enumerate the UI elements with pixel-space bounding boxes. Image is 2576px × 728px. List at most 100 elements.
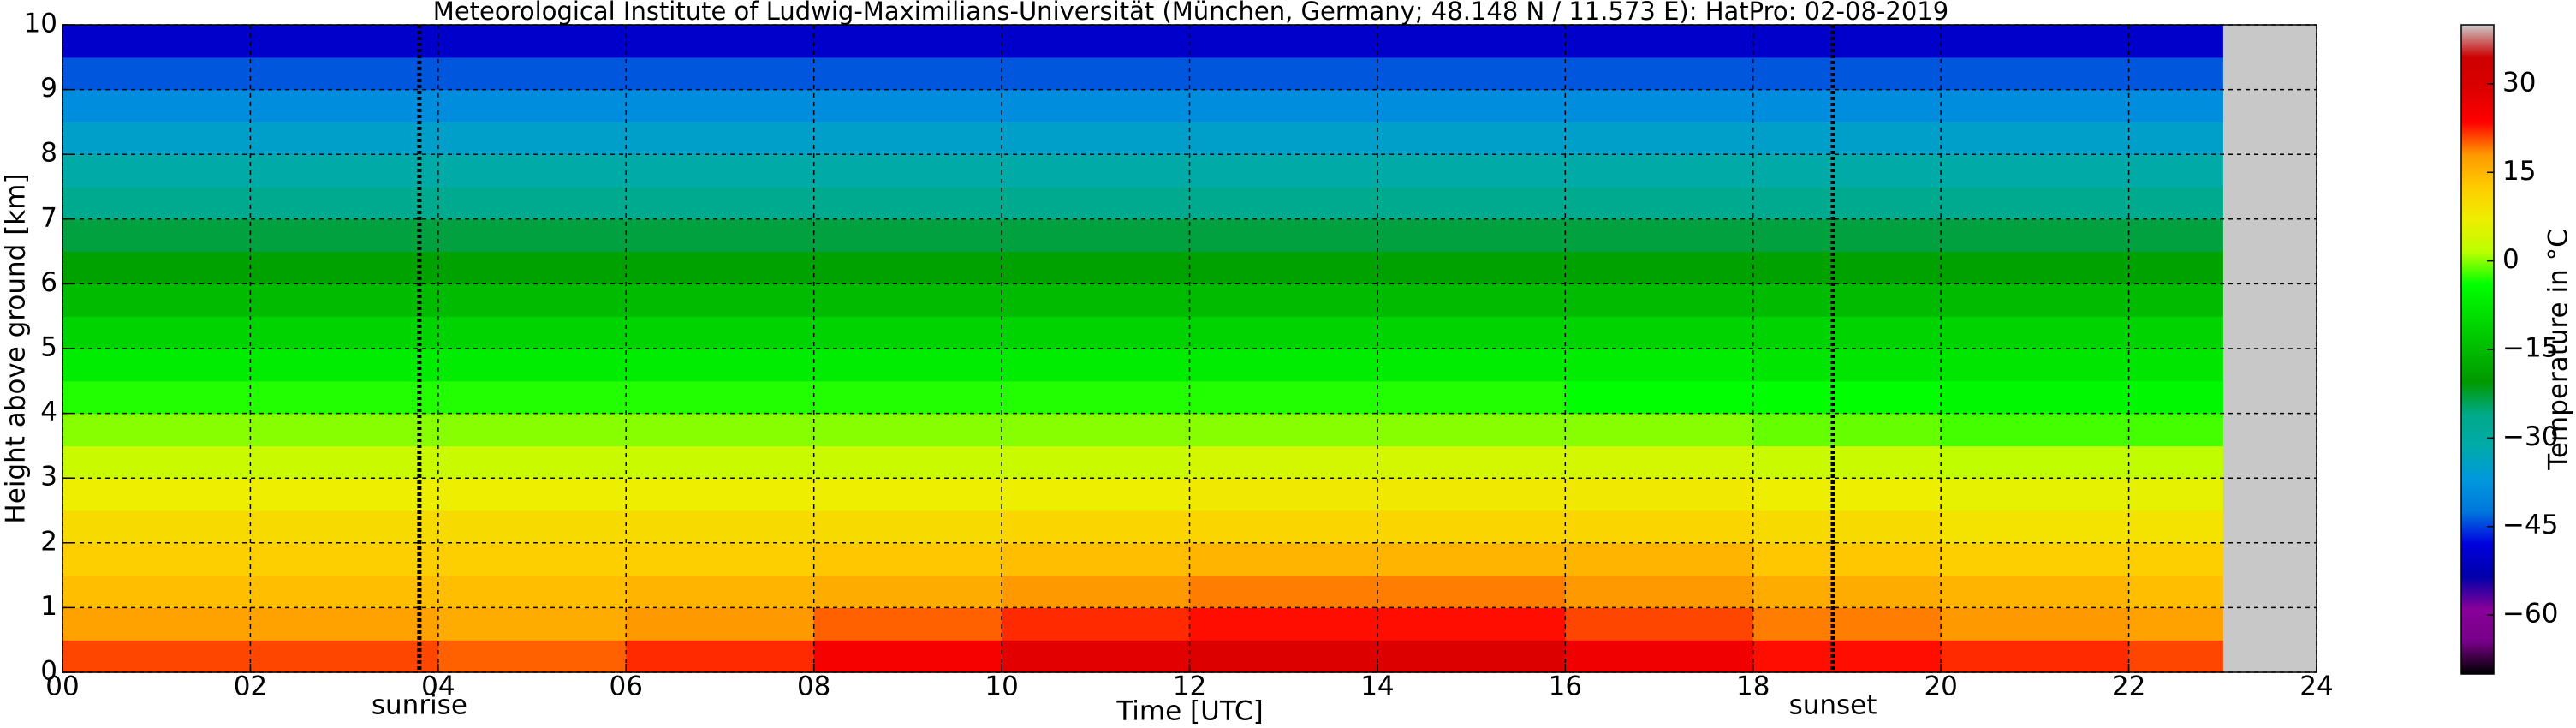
- heatmap-cell: [1941, 478, 2130, 511]
- heatmap-cell: [250, 25, 439, 58]
- heatmap-cell: [2128, 316, 2223, 349]
- heatmap-cell: [437, 89, 627, 122]
- y-axis-label: Height above ground [km]: [1, 173, 32, 523]
- x-tick-label: 08: [797, 671, 830, 702]
- heatmap-cell: [250, 575, 439, 608]
- heatmap-cell: [1002, 640, 1191, 673]
- heatmap-cell: [813, 251, 1002, 284]
- colorbar-tick-label: −60: [2502, 599, 2558, 630]
- heatmap-cell: [1377, 575, 1566, 608]
- heatmap-cell: [2128, 349, 2223, 382]
- heatmap-cell: [626, 218, 815, 253]
- heatmap-cell: [626, 640, 815, 673]
- heatmap-cell: [437, 316, 627, 349]
- heatmap-cell: [813, 154, 1002, 188]
- heatmap-cell: [1189, 122, 1378, 155]
- heatmap-cell: [1565, 316, 1754, 349]
- annotation-label: sunset: [1789, 690, 1877, 721]
- heatmap-cell: [2128, 57, 2223, 91]
- heatmap-cell: [1002, 510, 1191, 544]
- heatmap-cell: [437, 57, 627, 91]
- heatmap-cell: [1565, 122, 1754, 155]
- x-tick-label: 20: [1924, 671, 1957, 702]
- heatmap-cell: [250, 607, 439, 641]
- heatmap-cell: [437, 413, 627, 446]
- heatmap-cell: [2128, 154, 2223, 188]
- heatmap-cell: [1002, 380, 1191, 415]
- heatmap-cell: [1565, 25, 1754, 58]
- heatmap-cell: [437, 607, 627, 641]
- heatmap-cell: [626, 607, 815, 641]
- heatmap-cell: [1189, 25, 1378, 58]
- heatmap-cell: [437, 25, 627, 58]
- heatmap-cell: [1565, 640, 1754, 673]
- heatmap-cell: [1002, 122, 1191, 155]
- heatmap-cell: [1941, 607, 2130, 641]
- x-tick-label: 00: [45, 671, 79, 702]
- heatmap-cell: [1752, 510, 1942, 544]
- x-tick-label: 14: [1360, 671, 1394, 702]
- heatmap-cell: [1002, 251, 1191, 284]
- heatmap-cell: [250, 510, 439, 544]
- heatmap-cell: [813, 122, 1002, 155]
- heatmap-cell: [1189, 218, 1378, 253]
- heatmap-cell: [1752, 607, 1942, 641]
- heatmap-cell: [626, 380, 815, 415]
- heatmap-cell: [1752, 89, 1942, 122]
- heatmap-cell: [626, 154, 815, 188]
- heatmap-cell: [1189, 187, 1378, 220]
- heatmap-cell: [1752, 154, 1942, 188]
- heatmap-cell: [62, 154, 252, 188]
- heatmap-cell: [626, 542, 815, 576]
- heatmap-cell: [1565, 89, 1754, 122]
- heatmap-cell: [437, 251, 627, 284]
- heatmap-cell: [1565, 413, 1754, 446]
- heatmap-cell: [1752, 542, 1942, 576]
- heatmap-cell: [250, 283, 439, 317]
- heatmap-cell: [1002, 607, 1191, 641]
- heatmap-cell: [813, 283, 1002, 317]
- heatmap-cell: [1377, 122, 1566, 155]
- heatmap-cell: [1941, 542, 2130, 576]
- heatmap-cell: [1377, 187, 1566, 220]
- heatmap-cell: [1377, 316, 1566, 349]
- heatmap-cell: [250, 413, 439, 446]
- y-tick-label: 9: [40, 73, 57, 104]
- y-tick-label: 8: [40, 138, 57, 169]
- heatmap-cell: [1565, 187, 1754, 220]
- heatmap-cell: [1752, 122, 1942, 155]
- heatmap-cell: [1377, 380, 1566, 415]
- heatmap-cell: [1752, 251, 1942, 284]
- heatmap-cell: [250, 445, 439, 479]
- heatmap-cell: [1752, 640, 1942, 673]
- heatmap-cell: [1189, 478, 1378, 511]
- heatmap-cell: [2128, 380, 2223, 415]
- heatmap-cell: [62, 607, 252, 641]
- heatmap-cell: [1752, 218, 1942, 253]
- heatmap-cell: [1752, 316, 1942, 349]
- heatmap-cell: [1941, 640, 2130, 673]
- heatmap-cell: [1941, 413, 2130, 446]
- heatmap-cell: [626, 575, 815, 608]
- annotation-label: sunrise: [372, 690, 467, 721]
- heatmap-cell: [2128, 445, 2223, 479]
- heatmap-cell: [2128, 187, 2223, 220]
- heatmap-cell: [626, 89, 815, 122]
- heatmap: [62, 25, 2223, 673]
- heatmap-cell: [437, 122, 627, 155]
- heatmap-cell: [62, 316, 252, 349]
- heatmap-cell: [2128, 251, 2223, 284]
- heatmap-cell: [1565, 380, 1754, 415]
- heatmap-cell: [1189, 89, 1378, 122]
- heatmap-cell: [62, 349, 252, 382]
- heatmap-cell: [437, 575, 627, 608]
- plot-frame: [62, 24, 2317, 673]
- heatmap-cell: [1752, 57, 1942, 91]
- heatmap-cell: [1565, 349, 1754, 382]
- heatmap-cell: [437, 218, 627, 253]
- heatmap-cell: [626, 478, 815, 511]
- heatmap-cell: [1002, 316, 1191, 349]
- heatmap-cell: [813, 510, 1002, 544]
- heatmap-cell: [1941, 575, 2130, 608]
